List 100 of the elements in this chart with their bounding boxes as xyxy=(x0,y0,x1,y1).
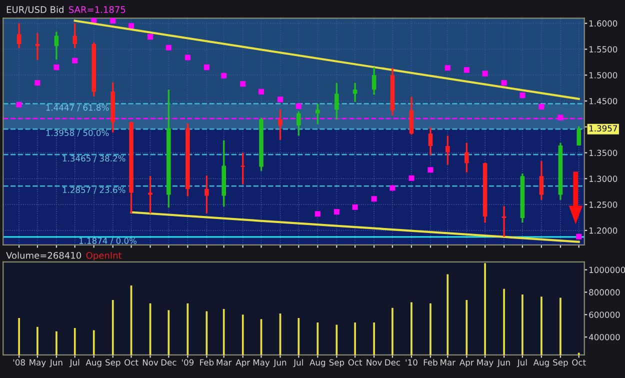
y-tick-label: 1.5000 xyxy=(589,72,618,78)
chart-title: Volume=268410 xyxy=(6,252,82,259)
candlestick xyxy=(72,22,78,50)
point xyxy=(444,65,450,71)
y-tick-label: 1.4500 xyxy=(589,98,618,104)
candlestick xyxy=(539,160,544,201)
point xyxy=(128,23,134,29)
y-tick-label: 800000 xyxy=(589,289,620,296)
x-tick-label: Oct xyxy=(572,359,586,366)
candlestick xyxy=(204,174,209,214)
chart-title: EUR/USD Bid xyxy=(6,6,64,14)
ref-line-label: 1.3958 / 50.0% xyxy=(46,130,109,137)
point xyxy=(54,64,60,70)
point xyxy=(148,34,154,40)
candlestick xyxy=(576,126,582,146)
point xyxy=(428,167,434,173)
x-tick-label: '08 xyxy=(13,359,25,366)
point xyxy=(538,104,544,110)
x-tick-label: Nov xyxy=(366,359,382,366)
point xyxy=(464,67,470,73)
point xyxy=(221,72,227,78)
point xyxy=(240,81,246,87)
x-tick-label: May xyxy=(253,359,270,368)
y-tick-label: 1.3500 xyxy=(589,150,618,156)
chart-subtitle: SAR=1.1875 xyxy=(69,6,126,13)
x-tick-label: Nov xyxy=(142,359,158,366)
ref-line-label: 1.2857 / 23.6% xyxy=(62,186,126,194)
x-tick-label: Feb xyxy=(424,359,438,366)
x-tick-label: Aug xyxy=(310,359,326,368)
x-tick-label: Jul xyxy=(293,359,303,368)
candlestick xyxy=(316,102,320,126)
point xyxy=(16,102,22,108)
point xyxy=(408,175,414,181)
candlestick xyxy=(296,110,301,137)
point xyxy=(501,80,507,86)
point xyxy=(34,80,40,86)
candlestick xyxy=(278,108,282,141)
point xyxy=(72,58,78,64)
x-tick-label: Dec xyxy=(161,359,176,366)
candlestick xyxy=(428,126,433,156)
point xyxy=(277,96,284,102)
point xyxy=(390,185,396,191)
candlestick xyxy=(464,142,469,174)
x-tick-label: Oct xyxy=(348,359,362,366)
x-tick-label: May xyxy=(477,359,494,368)
x-tick-label: Jul xyxy=(69,359,80,368)
candlestick xyxy=(54,30,59,60)
annotation: 1.3957 xyxy=(589,125,618,132)
candlestick xyxy=(409,96,414,136)
candlestick xyxy=(16,22,22,50)
x-tick-label: Jun xyxy=(273,359,286,368)
x-tick-label: Dec xyxy=(385,359,400,366)
ref-line-label: 1.1874 / 0.0% xyxy=(79,238,137,245)
x-tick-label: Sep xyxy=(106,359,120,368)
x-tick-label: Oct xyxy=(124,359,138,366)
candlestick xyxy=(352,82,358,103)
point xyxy=(110,18,116,24)
point xyxy=(371,196,377,202)
candlestick xyxy=(334,82,339,120)
x-tick-label: Mar xyxy=(440,359,456,366)
point xyxy=(576,234,582,240)
point xyxy=(184,54,190,60)
ref-line-label: 1.4447 / 61.8% xyxy=(46,104,109,112)
y-tick-label: 1.5500 xyxy=(589,46,618,52)
chart-subtitle: OpenInt xyxy=(86,252,122,261)
x-tick-label: Feb xyxy=(200,359,214,366)
y-tick-label: 1.3000 xyxy=(589,176,618,182)
y-tick-label: 400000 xyxy=(588,334,620,340)
x-tick-label: Sep xyxy=(553,359,568,368)
point xyxy=(558,114,564,120)
y-tick-label: 1.2000 xyxy=(589,227,618,234)
point xyxy=(334,209,340,215)
x-tick-label: Jun xyxy=(497,359,510,368)
x-tick-label: Apr xyxy=(460,359,474,368)
y-tick-label: 1.6000 xyxy=(589,20,618,27)
point xyxy=(314,211,320,217)
point xyxy=(352,204,358,210)
y-tick-label: 1000000 xyxy=(589,266,625,274)
point xyxy=(166,44,172,50)
candlestick xyxy=(446,134,450,166)
candlestick xyxy=(372,66,376,96)
x-tick-label: '10 xyxy=(406,359,418,366)
x-tick-label: Sep xyxy=(329,359,344,368)
candlestick xyxy=(240,152,246,186)
candlestick xyxy=(148,175,152,214)
point xyxy=(482,70,488,76)
point xyxy=(520,92,526,98)
x-tick-label: Aug xyxy=(86,359,102,368)
point xyxy=(258,88,264,94)
x-tick-label: Jun xyxy=(50,359,62,368)
x-tick-label: Mar xyxy=(216,359,232,366)
y-tick-label: 600000 xyxy=(589,312,620,318)
y-tick-label: 1.2500 xyxy=(589,202,618,208)
x-tick-label: Apr xyxy=(236,359,250,368)
x-tick-label: Aug xyxy=(533,359,549,368)
ref-line-label: 1.3465 / 38.2% xyxy=(62,155,126,162)
point xyxy=(296,103,302,109)
point xyxy=(204,64,210,70)
x-tick-label: Jul xyxy=(516,359,527,368)
x-tick-label: '09 xyxy=(182,359,194,366)
